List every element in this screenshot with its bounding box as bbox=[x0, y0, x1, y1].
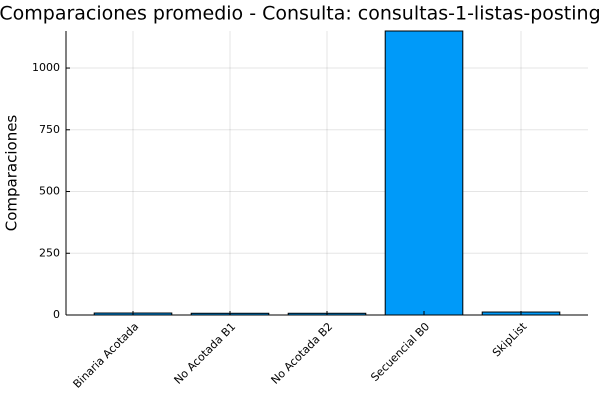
chart-title: Comparaciones promedio - Consulta: consu… bbox=[0, 3, 600, 25]
y-tick-label: 250 bbox=[39, 246, 60, 259]
y-tick-label: 500 bbox=[39, 185, 60, 198]
y-tick-label: 0 bbox=[53, 308, 60, 321]
bar bbox=[384, 30, 464, 316]
y-axis-label: Comparaciones bbox=[3, 115, 21, 232]
y-tick-label: 1000 bbox=[32, 61, 60, 74]
y-tick-label: 750 bbox=[39, 123, 60, 136]
